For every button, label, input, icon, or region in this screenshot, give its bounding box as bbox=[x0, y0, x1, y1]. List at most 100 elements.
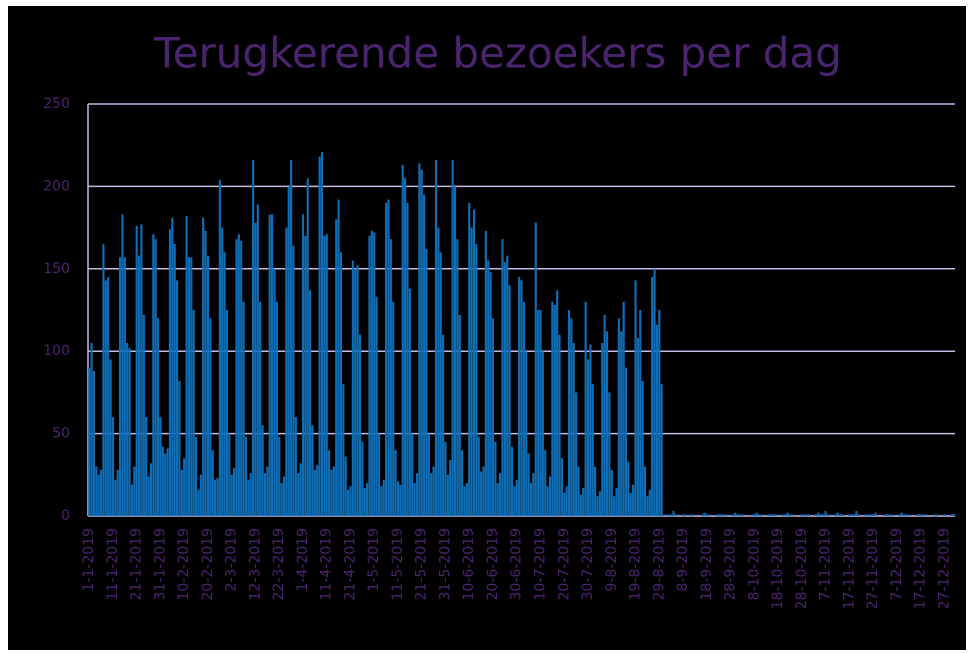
bar bbox=[522, 301, 525, 516]
bar bbox=[565, 486, 568, 516]
bar bbox=[396, 481, 400, 516]
bar bbox=[558, 334, 561, 516]
bar bbox=[529, 483, 533, 516]
x-tick-label: 17-12-2019 bbox=[913, 528, 929, 609]
bar bbox=[594, 466, 597, 516]
bar bbox=[667, 514, 670, 516]
bar bbox=[886, 514, 889, 516]
bar bbox=[123, 257, 126, 516]
bar bbox=[408, 288, 411, 516]
bar bbox=[297, 473, 300, 516]
y-tick-label: 100 bbox=[43, 343, 70, 359]
bar bbox=[888, 514, 891, 516]
bar bbox=[672, 511, 675, 516]
bar bbox=[838, 514, 841, 516]
bar bbox=[202, 217, 205, 516]
bar bbox=[366, 483, 369, 516]
bar bbox=[724, 514, 727, 516]
bar bbox=[394, 450, 397, 516]
bar bbox=[458, 314, 461, 516]
bar bbox=[465, 483, 468, 516]
bar bbox=[491, 318, 495, 516]
x-tick-label: 21-5-2019 bbox=[414, 528, 430, 600]
bar bbox=[772, 514, 775, 516]
bar bbox=[871, 514, 875, 516]
bar bbox=[477, 436, 480, 516]
bar bbox=[432, 466, 435, 516]
bar bbox=[717, 514, 720, 516]
bar bbox=[216, 478, 219, 516]
bar bbox=[624, 367, 628, 516]
bar bbox=[116, 469, 119, 516]
bar bbox=[214, 479, 217, 516]
bar bbox=[907, 514, 910, 516]
bar bbox=[689, 514, 692, 516]
bar bbox=[936, 514, 939, 516]
bar bbox=[356, 265, 359, 516]
x-tick-label: 7-11-2019 bbox=[818, 528, 834, 600]
bar bbox=[755, 512, 758, 516]
bar bbox=[254, 222, 257, 516]
bar bbox=[275, 301, 278, 516]
bar bbox=[807, 514, 810, 516]
bar bbox=[318, 156, 321, 516]
bar bbox=[225, 310, 229, 516]
x-tick-label: 29-8-2019 bbox=[651, 528, 667, 600]
bar bbox=[130, 484, 134, 516]
bar bbox=[613, 496, 616, 516]
bar bbox=[240, 240, 243, 516]
bar bbox=[857, 514, 860, 516]
bar bbox=[102, 244, 105, 516]
bar bbox=[572, 342, 575, 516]
bar bbox=[731, 514, 734, 516]
bar bbox=[197, 489, 200, 516]
bar bbox=[684, 514, 687, 516]
bar bbox=[705, 514, 708, 516]
bar bbox=[660, 384, 663, 516]
y-tick-label: 150 bbox=[43, 261, 70, 277]
bar bbox=[230, 474, 233, 516]
bar bbox=[95, 466, 98, 516]
bar bbox=[515, 479, 518, 516]
bar bbox=[152, 234, 155, 516]
bar bbox=[546, 486, 549, 516]
x-tick-label: 17-11-2019 bbox=[841, 528, 857, 609]
bar bbox=[850, 514, 853, 516]
bar bbox=[323, 235, 326, 516]
x-tick-label: 21-1-2019 bbox=[129, 528, 145, 600]
bar bbox=[919, 514, 922, 516]
bar bbox=[90, 342, 93, 516]
bar bbox=[589, 344, 592, 516]
bar bbox=[487, 260, 490, 516]
x-tick-label: 1-5-2019 bbox=[366, 528, 382, 592]
bar bbox=[268, 214, 271, 516]
bar bbox=[905, 514, 908, 516]
bar bbox=[187, 257, 191, 516]
bar bbox=[608, 392, 611, 516]
bar bbox=[620, 331, 623, 516]
bar bbox=[933, 514, 936, 516]
bar bbox=[126, 342, 129, 516]
bar bbox=[496, 483, 499, 516]
bar bbox=[950, 514, 953, 516]
bar bbox=[373, 232, 376, 516]
x-tick-label: 31-1-2019 bbox=[152, 528, 168, 600]
chart-title: Terugkerende bezoekers per dag bbox=[153, 29, 842, 78]
bar bbox=[641, 380, 644, 516]
bar bbox=[817, 512, 820, 516]
bar bbox=[233, 468, 236, 516]
bar bbox=[190, 257, 193, 516]
bar bbox=[826, 514, 829, 516]
bar bbox=[199, 474, 202, 516]
bar bbox=[715, 514, 718, 516]
bar bbox=[157, 318, 160, 516]
bar bbox=[670, 514, 673, 516]
bar bbox=[629, 492, 632, 516]
bar bbox=[145, 417, 148, 516]
bar bbox=[475, 244, 478, 516]
bar bbox=[325, 234, 328, 516]
bar bbox=[401, 164, 404, 516]
bar bbox=[603, 314, 606, 516]
bar bbox=[206, 255, 210, 516]
bar bbox=[306, 178, 309, 516]
